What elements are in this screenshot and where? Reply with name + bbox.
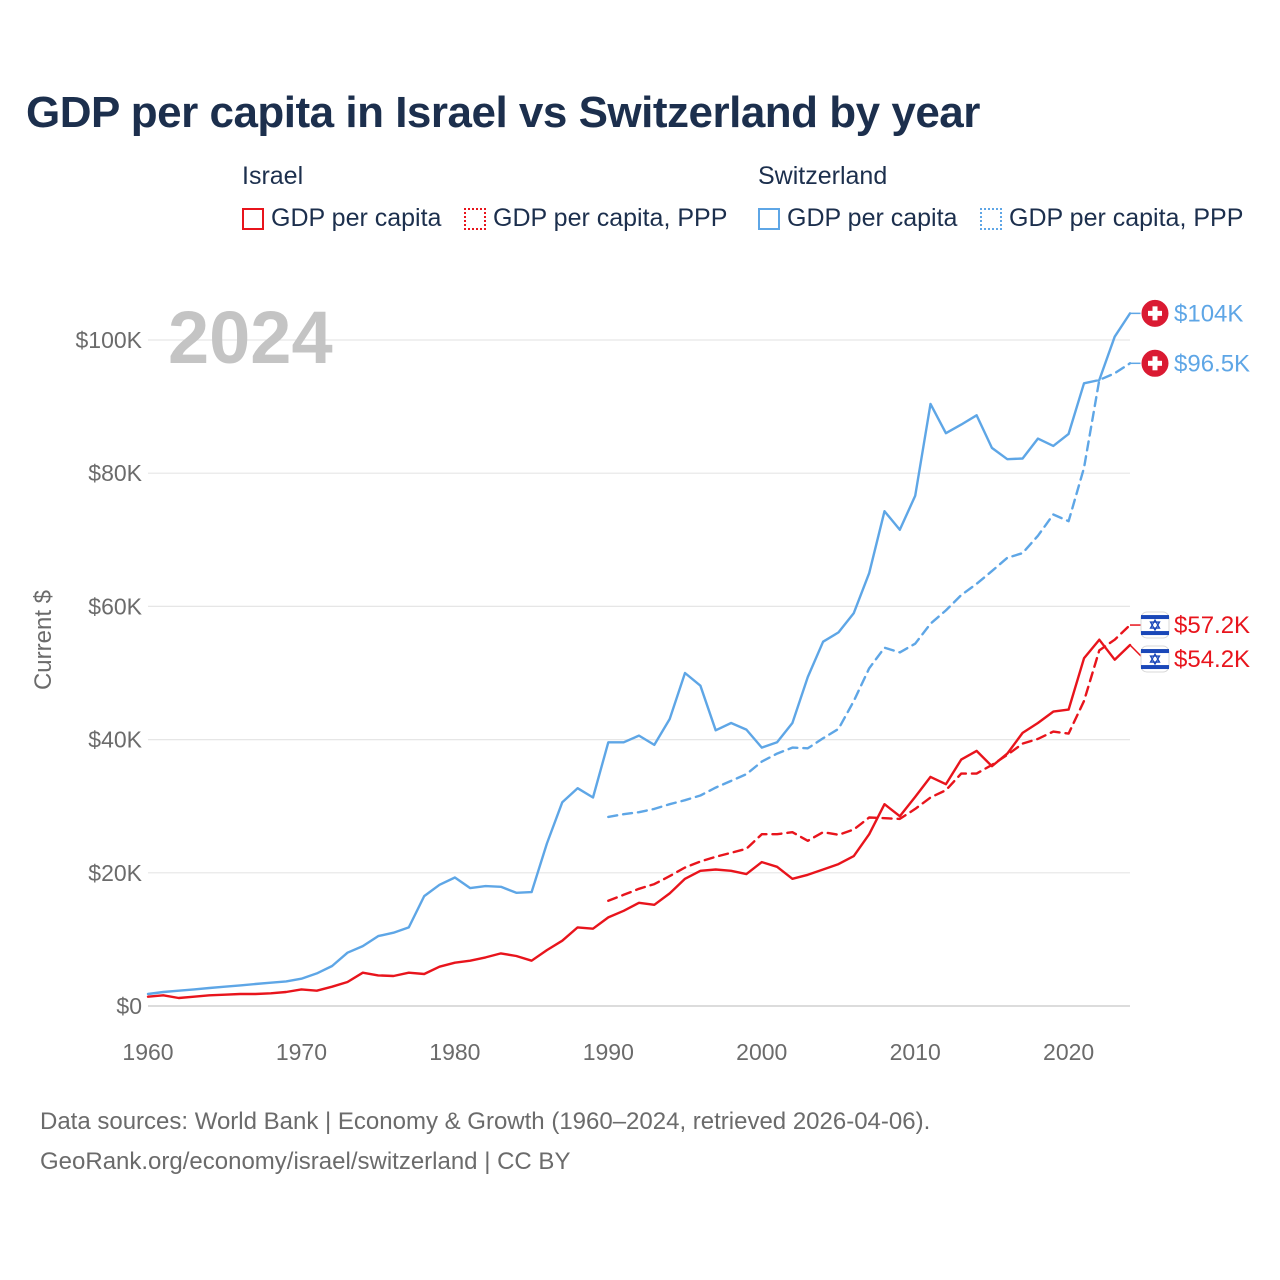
series-line-switzerland-gdp-per-capita <box>146 312 1132 996</box>
y-tick-label: $100K <box>75 327 142 353</box>
legend-item-israel-ppp[interactable]: GDP per capita, PPP <box>464 204 727 233</box>
line-chart: $0 $20K $40K $60K $80K $100K 1960 1970 1980 1990 2… <box>30 296 1250 1065</box>
y-tick-label: $40K <box>88 727 142 753</box>
legend-swatch-solid-red <box>242 207 264 230</box>
flag-star-up <box>1149 618 1161 629</box>
flag-star-up <box>1149 652 1161 663</box>
flag-star-down <box>1149 621 1161 632</box>
source-note: Data sources: World Bank | Economy & Gro… <box>40 1108 931 1135</box>
flag-stripe-top <box>1141 649 1169 654</box>
y-tick-label: $80K <box>88 460 142 486</box>
year-label: 2024 <box>168 296 333 379</box>
x-tick-label: 1980 <box>429 1039 480 1065</box>
y-tick-label: $20K <box>88 860 142 886</box>
legend-swatch-solid-blue <box>758 207 780 230</box>
x-tick-label: 2000 <box>736 1039 787 1065</box>
end-value-label: $54.2K <box>1174 646 1250 673</box>
legend-label: GDP per capita <box>271 204 442 232</box>
legend-label: GDP per capita <box>787 204 958 232</box>
flag-cross-vertical <box>1152 306 1158 321</box>
x-tick-label: 2010 <box>890 1039 941 1065</box>
flag-stripe-top <box>1141 615 1169 620</box>
flag-stripe-bottom <box>1141 631 1169 636</box>
legend-group-israel: Israel <box>242 162 304 190</box>
flag-star-down <box>1149 655 1161 666</box>
x-tick-label: 2020 <box>1043 1039 1094 1065</box>
flag-cross-vertical <box>1152 356 1158 371</box>
x-tick-label: 1960 <box>122 1039 173 1065</box>
legend-group-switzerland: Switzerland <box>758 162 888 190</box>
flag-stripe-bottom <box>1141 665 1169 670</box>
legend-label: GDP per capita, PPP <box>1009 204 1244 232</box>
legend-item-israel-gdp[interactable]: GDP per capita <box>242 204 441 233</box>
series-line-israel-gdp-per-capita <box>146 638 1132 1000</box>
legend-swatch-dotted-red <box>464 207 486 230</box>
end-value-label: $57.2K <box>1174 612 1250 639</box>
legend-swatch-dotted-blue <box>980 207 1002 230</box>
chart-title: GDP per capita in Israel vs Switzerland … <box>26 88 980 137</box>
series-line-israel-gdp-per-capita-ppp <box>607 623 1132 902</box>
x-tick-label: 1970 <box>276 1039 327 1065</box>
y-axis-label: Current $ <box>30 590 57 690</box>
y-tick-label: $0 <box>116 993 142 1019</box>
source-url: GeoRank.org/economy/israel/switzerland |… <box>40 1148 571 1175</box>
legend-item-switzerland-ppp[interactable]: GDP per capita, PPP <box>980 204 1243 233</box>
series-line-switzerland-gdp-per-capita-ppp <box>607 362 1132 819</box>
end-value-label: $96.5K <box>1174 350 1250 377</box>
y-tick-label: $60K <box>88 593 142 619</box>
x-tick-label: 1990 <box>583 1039 634 1065</box>
legend-item-switzerland-gdp[interactable]: GDP per capita <box>758 204 957 233</box>
legend-label: GDP per capita, PPP <box>493 204 728 232</box>
end-value-label: $104K <box>1174 300 1243 327</box>
